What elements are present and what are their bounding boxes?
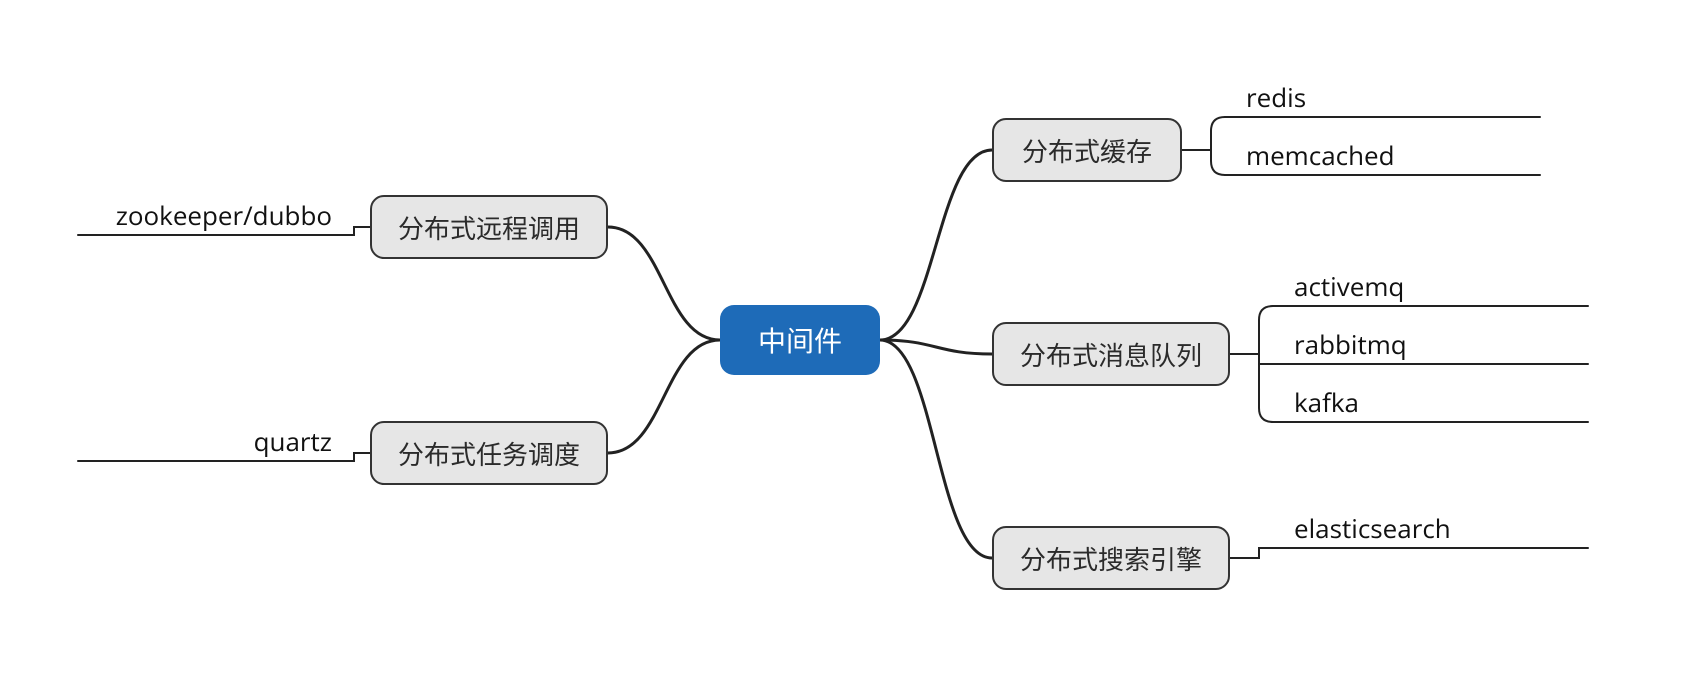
branch-mq: 分布式消息队列 xyxy=(992,322,1230,386)
branch-search: 分布式搜索引擎 xyxy=(992,526,1230,590)
branch-rpc: 分布式远程调用 xyxy=(370,195,608,259)
leaf-zk: zookeeper/dubbo xyxy=(78,195,338,235)
mindmap-canvas: 中间件 分布式缓存 redis memcached 分布式消息队列 activemq rab… xyxy=(0,0,1708,694)
leaf-activemq: activemq xyxy=(1288,266,1588,306)
leaf-es: elasticsearch xyxy=(1288,508,1588,548)
branch-cache: 分布式缓存 xyxy=(992,118,1182,182)
leaf-kafka: kafka xyxy=(1288,382,1588,422)
leaf-memcached: memcached xyxy=(1240,135,1540,175)
root-node: 中间件 xyxy=(720,305,880,375)
leaf-rabbitmq: rabbitmq xyxy=(1288,324,1588,364)
leaf-quartz: quartz xyxy=(78,421,338,461)
branch-sched: 分布式任务调度 xyxy=(370,421,608,485)
leaf-redis: redis xyxy=(1240,77,1540,117)
